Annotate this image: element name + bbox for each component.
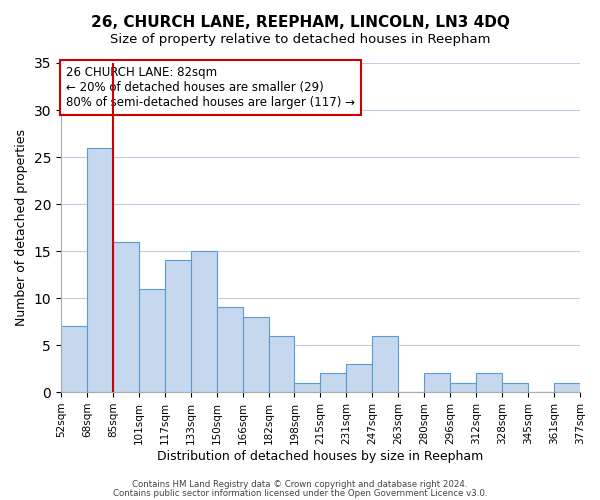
Text: 26 CHURCH LANE: 82sqm
← 20% of detached houses are smaller (29)
80% of semi-deta: 26 CHURCH LANE: 82sqm ← 20% of detached … [66,66,355,110]
Bar [61,326,87,392]
Bar [269,336,295,392]
Bar [113,242,139,392]
Text: Contains HM Land Registry data © Crown copyright and database right 2024.: Contains HM Land Registry data © Crown c… [132,480,468,489]
Bar [450,382,476,392]
Bar [139,288,165,392]
Bar [217,308,242,392]
Bar [502,382,528,392]
Bar [165,260,191,392]
Bar [554,382,580,392]
Bar [476,374,502,392]
Text: Contains public sector information licensed under the Open Government Licence v3: Contains public sector information licen… [113,488,487,498]
Bar [424,374,450,392]
Bar [295,382,320,392]
Bar [191,251,217,392]
Bar [346,364,373,392]
Text: Size of property relative to detached houses in Reepham: Size of property relative to detached ho… [110,32,490,46]
Bar [320,374,346,392]
Bar [242,317,269,392]
X-axis label: Distribution of detached houses by size in Reepham: Distribution of detached houses by size … [157,450,484,462]
Text: 26, CHURCH LANE, REEPHAM, LINCOLN, LN3 4DQ: 26, CHURCH LANE, REEPHAM, LINCOLN, LN3 4… [91,15,509,30]
Y-axis label: Number of detached properties: Number of detached properties [15,129,28,326]
Bar [373,336,398,392]
Bar [87,148,113,392]
